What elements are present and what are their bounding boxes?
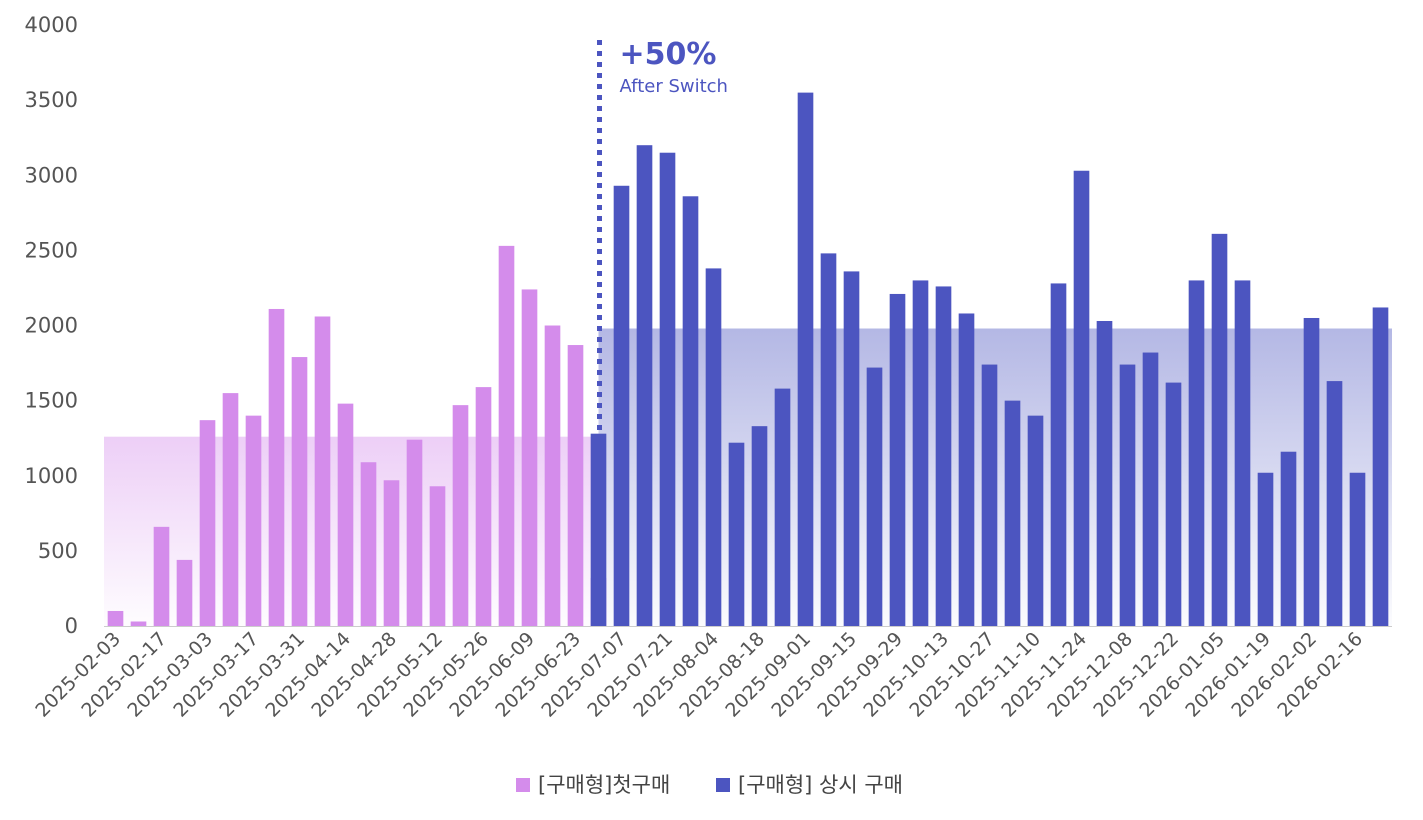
bar-regular-purchase bbox=[1119, 364, 1136, 626]
bar-first-purchase bbox=[475, 387, 492, 626]
y-tick-label: 4000 bbox=[25, 13, 78, 37]
bar-regular-purchase bbox=[843, 271, 860, 626]
bar-first-purchase bbox=[452, 405, 469, 626]
bar-first-purchase bbox=[291, 357, 308, 626]
y-tick-label: 2000 bbox=[25, 314, 78, 338]
bar-regular-purchase bbox=[728, 442, 745, 626]
bar-regular-purchase bbox=[1004, 400, 1021, 626]
y-tick-label: 3000 bbox=[25, 163, 78, 187]
bar-regular-purchase bbox=[1211, 233, 1228, 626]
bar-regular-purchase bbox=[613, 185, 630, 626]
bar-first-purchase bbox=[153, 526, 170, 626]
bar-regular-purchase bbox=[636, 145, 653, 626]
y-tick-label: 3500 bbox=[25, 88, 78, 112]
bar-first-purchase bbox=[429, 486, 446, 626]
bar-regular-purchase bbox=[1027, 415, 1044, 626]
bar-first-purchase bbox=[360, 462, 377, 626]
bar-regular-purchase bbox=[1349, 472, 1366, 626]
bar-regular-purchase bbox=[1280, 451, 1297, 626]
legend-swatch-0 bbox=[516, 778, 530, 792]
bar-first-purchase bbox=[337, 403, 354, 626]
bar-regular-purchase bbox=[659, 152, 676, 626]
bar-first-purchase bbox=[199, 420, 216, 626]
bar-regular-purchase bbox=[590, 433, 607, 626]
bar-first-purchase bbox=[567, 345, 584, 626]
bar-regular-purchase bbox=[1050, 283, 1067, 626]
bar-regular-purchase bbox=[751, 426, 768, 626]
bar-regular-purchase bbox=[1142, 352, 1159, 626]
bar-first-purchase bbox=[314, 316, 331, 626]
bar-regular-purchase bbox=[935, 286, 952, 626]
bar-regular-purchase bbox=[705, 268, 722, 626]
y-tick-label: 1500 bbox=[25, 389, 78, 413]
y-tick-label: 0 bbox=[65, 614, 78, 638]
bar-regular-purchase bbox=[1073, 170, 1090, 626]
bar-first-purchase bbox=[521, 289, 538, 626]
bar-first-purchase bbox=[383, 480, 400, 626]
annotation-main: +50% bbox=[620, 37, 717, 72]
bar-regular-purchase bbox=[1165, 382, 1182, 626]
bar-regular-purchase bbox=[820, 253, 837, 626]
bar-regular-purchase bbox=[1326, 381, 1343, 626]
legend-label-1: [구매형] 상시 구매 bbox=[738, 773, 903, 797]
y-tick-label: 2500 bbox=[25, 238, 78, 262]
bar-first-purchase bbox=[222, 393, 239, 626]
bar-regular-purchase bbox=[1303, 317, 1320, 626]
y-tick-label: 500 bbox=[38, 539, 78, 563]
bar-first-purchase bbox=[130, 621, 147, 626]
bar-first-purchase bbox=[406, 439, 423, 626]
bar-first-purchase bbox=[107, 610, 124, 626]
bar-first-purchase bbox=[544, 325, 561, 626]
bar-regular-purchase bbox=[981, 364, 998, 626]
bar-regular-purchase bbox=[958, 313, 975, 626]
bar-regular-purchase bbox=[1234, 280, 1251, 626]
bar-regular-purchase bbox=[774, 388, 791, 626]
legend-label-0: [구매형]첫구매 bbox=[538, 773, 670, 797]
bar-regular-purchase bbox=[797, 92, 814, 627]
bar-regular-purchase bbox=[682, 196, 699, 626]
legend-swatch-1 bbox=[716, 778, 730, 792]
bar-regular-purchase bbox=[866, 367, 883, 626]
bar-regular-purchase bbox=[1188, 280, 1205, 626]
bar-regular-purchase bbox=[889, 293, 906, 626]
bar-regular-purchase bbox=[1096, 320, 1113, 626]
bar-first-purchase bbox=[268, 308, 285, 626]
y-tick-label: 1000 bbox=[25, 464, 78, 488]
annotation-sub: After Switch bbox=[620, 76, 728, 97]
bar-regular-purchase bbox=[1257, 472, 1274, 626]
bar-regular-purchase bbox=[912, 280, 929, 626]
bar-first-purchase bbox=[176, 559, 193, 626]
bar-first-purchase bbox=[245, 415, 262, 626]
bar-first-purchase bbox=[498, 245, 515, 626]
bar-regular-purchase bbox=[1372, 307, 1389, 626]
